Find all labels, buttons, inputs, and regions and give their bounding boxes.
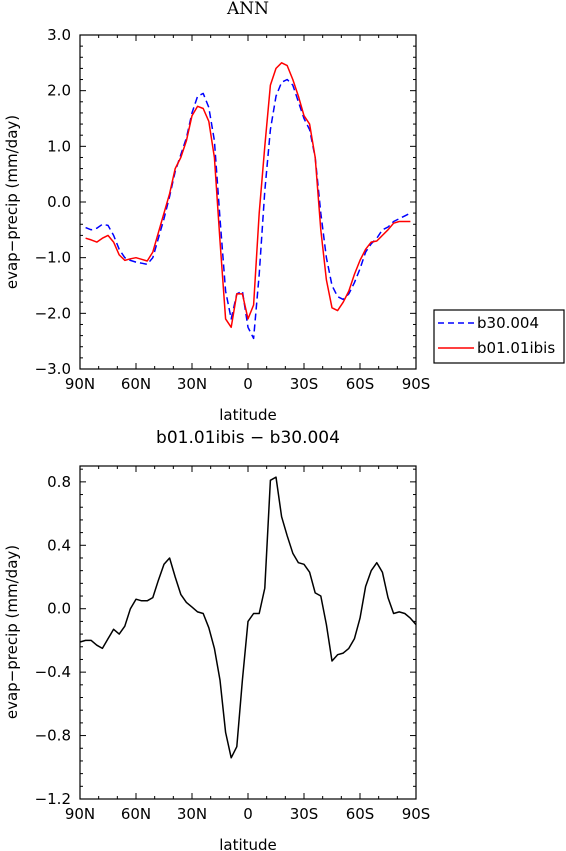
top-chart-title: ANN <box>226 0 269 19</box>
bottom-x-tick-label: 30N <box>177 805 207 823</box>
bottom-series-line-0 <box>79 476 417 759</box>
top-x-axis-label: latitude <box>219 406 277 424</box>
bottom-y-tick-label: 0.8 <box>47 473 71 491</box>
top-y-tick-label: 2.0 <box>47 82 71 100</box>
top-x-tick-label: 0 <box>243 375 253 393</box>
legend-label-b01-01ibis: b01.01ibis <box>477 339 555 357</box>
top-y-ticks: −3.0 −2.0 −1.0 0.0 1.0 2.0 3.0 <box>35 26 416 378</box>
top-x-tick-label: 60S <box>346 375 375 393</box>
bottom-chart: b01.01ibis − b30.004 90N 60N 30N 0 30S 60S 90S… <box>3 428 430 851</box>
bottom-x-tick-label: 60N <box>121 805 151 823</box>
top-x-tick-label: 90S <box>402 375 431 393</box>
top-x-tick-label: 60N <box>121 375 151 393</box>
top-x-tick-label: 90N <box>65 375 95 393</box>
bottom-x-tick-label: 60S <box>346 805 375 823</box>
top-y-tick-label: 1.0 <box>47 137 71 155</box>
bottom-plot-frame <box>79 465 417 800</box>
bottom-y-tick-label: 0.0 <box>47 600 71 618</box>
top-x-ticks: 90N 60N 30N 0 30S 60S 90S <box>65 35 430 393</box>
bottom-y-tick-label: −0.4 <box>35 663 71 681</box>
top-chart: ANN 90N 60N 30N 0 30S 60S 90S −3.0 −2.0 −1.0 0.0 1… <box>3 0 565 424</box>
bottom-x-ticks: 90N 60N 30N 0 30S 60S 90S <box>65 466 430 823</box>
bottom-y-ticks: −1.2 −0.8 −0.4 0.0 0.4 0.8 <box>35 468 416 808</box>
top-y-tick-label: 0.0 <box>47 193 71 211</box>
top-x-tick-label: 30N <box>177 375 207 393</box>
bottom-x-tick-label: 30S <box>290 805 319 823</box>
top-y-tick-label: −2.0 <box>35 304 71 322</box>
bottom-y-tick-label: −0.8 <box>35 727 71 745</box>
top-y-tick-label: −1.0 <box>35 249 71 267</box>
top-series-line-b30-004 <box>85 78 411 340</box>
bottom-y-axis-label: evap−precip (mm/day) <box>3 545 21 719</box>
bottom-x-tick-label: 0 <box>243 805 253 823</box>
legend-box <box>433 309 565 364</box>
bottom-x-axis-label: latitude <box>219 836 277 851</box>
top-series-line-b01-01ibis <box>85 62 411 329</box>
bottom-x-tick-label: 90S <box>402 805 431 823</box>
top-series-lines <box>85 62 411 340</box>
top-y-tick-label: 3.0 <box>47 26 71 44</box>
top-legend: b30.004 b01.01ibis <box>433 309 565 364</box>
bottom-series-lines <box>79 476 417 759</box>
bottom-y-tick-label: 0.4 <box>47 536 71 554</box>
top-y-axis-label: evap−precip (mm/day) <box>3 115 21 289</box>
bottom-x-tick-label: 90N <box>65 805 95 823</box>
top-x-tick-label: 30S <box>290 375 319 393</box>
bottom-chart-title: b01.01ibis − b30.004 <box>156 428 340 448</box>
legend-label-b30-004: b30.004 <box>477 314 539 332</box>
top-y-tick-label: −3.0 <box>35 360 71 378</box>
bottom-y-tick-label: −1.2 <box>35 790 71 808</box>
